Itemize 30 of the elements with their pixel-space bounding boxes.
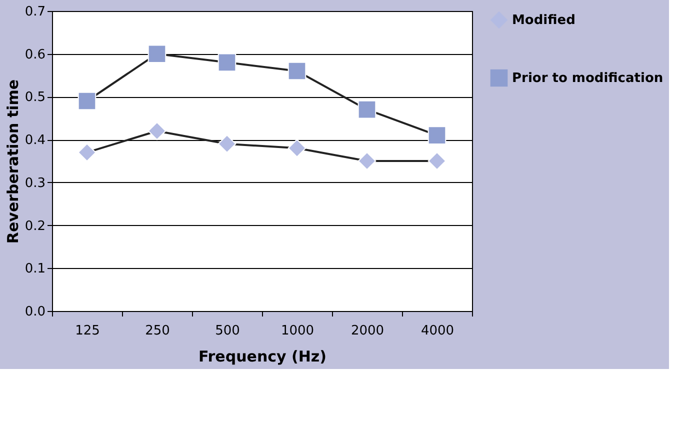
y-tick-label: 0.4 xyxy=(24,133,46,148)
y-tick-label: 0.2 xyxy=(24,218,46,234)
x-tick-label: 1000 xyxy=(280,324,314,338)
point xyxy=(218,53,236,72)
x-tick-label: 125 xyxy=(75,324,100,338)
x-tick-label: 250 xyxy=(145,324,170,338)
point xyxy=(78,143,96,162)
point xyxy=(428,152,446,170)
legend-label: Modified xyxy=(512,13,576,28)
y-tick-label: 0.0 xyxy=(24,304,46,320)
point xyxy=(358,152,376,170)
x-tick-label: 2000 xyxy=(350,324,384,338)
point xyxy=(358,100,376,119)
y-tick-label: 0.3 xyxy=(24,176,46,191)
point xyxy=(148,122,166,140)
point xyxy=(288,62,306,80)
legend-label: Prior to modification xyxy=(512,71,664,86)
y-tick-label: 0.1 xyxy=(24,262,46,277)
x-tick-label: 4000 xyxy=(420,324,454,338)
x-axis-title: Frequency (Hz) xyxy=(198,348,327,366)
point xyxy=(428,126,446,144)
point xyxy=(218,134,236,154)
y-axis-title: Reverberation time xyxy=(4,79,22,244)
x-tick-label: 500 xyxy=(215,324,240,338)
y-tick-label: 0.7 xyxy=(24,4,46,20)
point xyxy=(78,92,96,110)
y-tick-label: 0.6 xyxy=(24,47,46,62)
point xyxy=(148,44,166,64)
point xyxy=(288,138,306,158)
y-tick-label: 0.5 xyxy=(24,90,46,106)
